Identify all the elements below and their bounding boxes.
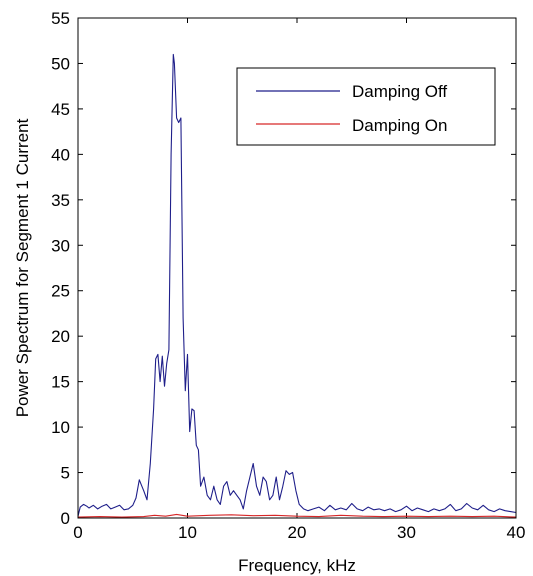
y-tick-label: 5	[61, 464, 70, 483]
y-tick-label: 40	[51, 145, 70, 164]
plot-area-frame	[77, 17, 517, 519]
y-tick-label: 15	[51, 373, 70, 392]
legend: Damping Off Damping On	[236, 67, 496, 146]
x-tick-label: 0	[73, 523, 82, 542]
y-tick-label: 10	[51, 418, 70, 437]
y-tick-label: 35	[51, 191, 70, 210]
y-tick-label: 25	[51, 282, 70, 301]
legend-label-damping-off: Damping Off	[352, 82, 447, 101]
legend-box	[236, 67, 496, 146]
y-tick-label: 30	[51, 236, 70, 255]
y-tick-label: 45	[51, 100, 70, 119]
x-tick-label: 20	[288, 523, 307, 542]
y-tick-label: 0	[61, 509, 70, 528]
y-tick-label: 55	[51, 9, 70, 28]
x-axis-label: Frequency, kHz	[238, 556, 356, 575]
tick-labels: 0 10 20 30 40 0 5 10 15 20 25 30 35 40 45 50 55	[51, 9, 525, 542]
y-tick-label: 50	[51, 54, 70, 73]
y-axis-label: Power Spectrum for Segment 1 Current	[13, 118, 32, 417]
series-line-damping-off	[77, 53, 517, 517]
y-tick-label: 20	[51, 327, 70, 346]
x-tick-label: 40	[507, 523, 526, 542]
legend-label-damping-on: Damping On	[352, 116, 447, 135]
x-tick-label: 30	[397, 523, 416, 542]
series-lines	[77, 53, 517, 518]
x-tick-label: 10	[178, 523, 197, 542]
series-line-damping-on	[77, 513, 517, 518]
